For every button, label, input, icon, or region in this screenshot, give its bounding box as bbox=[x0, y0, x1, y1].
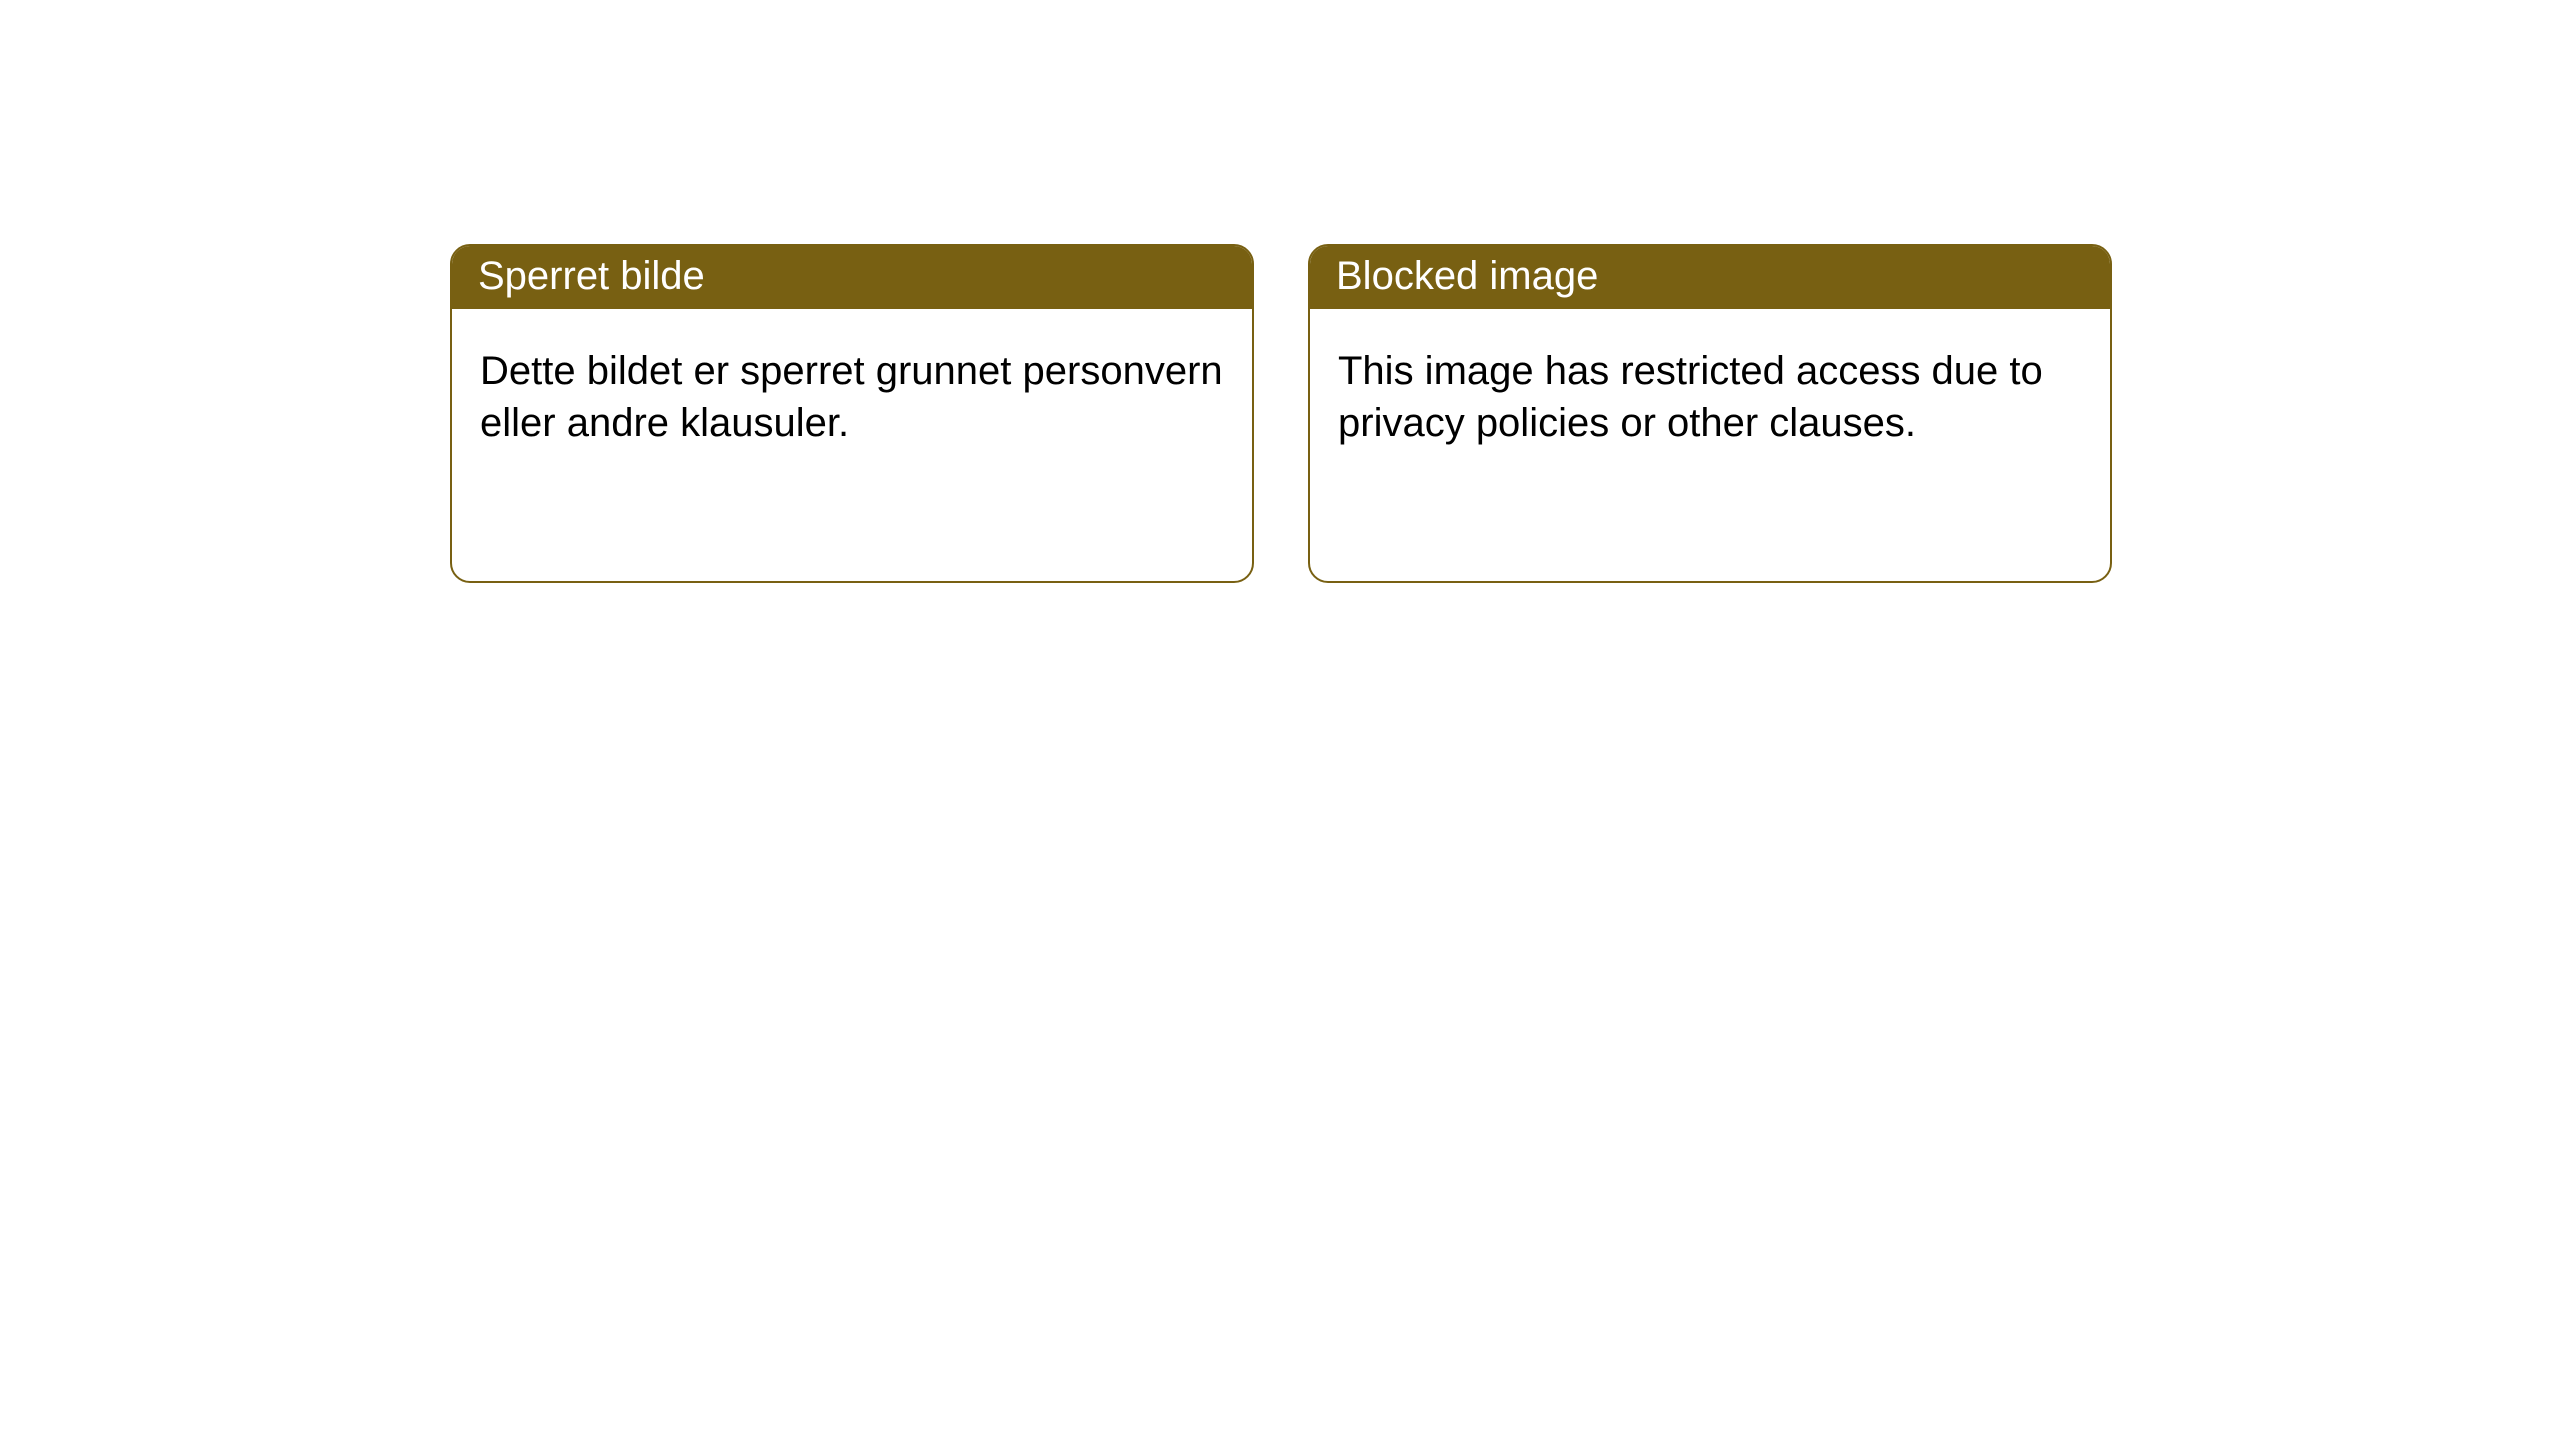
blocked-image-panel-english: Blocked image This image has restricted … bbox=[1308, 244, 2112, 583]
panel-message: This image has restricted access due to … bbox=[1338, 345, 2082, 449]
panel-message: Dette bildet er sperret grunnet personve… bbox=[480, 345, 1224, 449]
panel-header-norwegian: Sperret bilde bbox=[452, 246, 1252, 309]
panel-body-english: This image has restricted access due to … bbox=[1310, 309, 2110, 581]
panel-title: Blocked image bbox=[1336, 254, 1598, 298]
panel-header-english: Blocked image bbox=[1310, 246, 2110, 309]
blocked-image-panel-norwegian: Sperret bilde Dette bildet er sperret gr… bbox=[450, 244, 1254, 583]
panel-title: Sperret bilde bbox=[478, 254, 705, 298]
panel-container: Sperret bilde Dette bildet er sperret gr… bbox=[0, 0, 2560, 583]
panel-body-norwegian: Dette bildet er sperret grunnet personve… bbox=[452, 309, 1252, 581]
